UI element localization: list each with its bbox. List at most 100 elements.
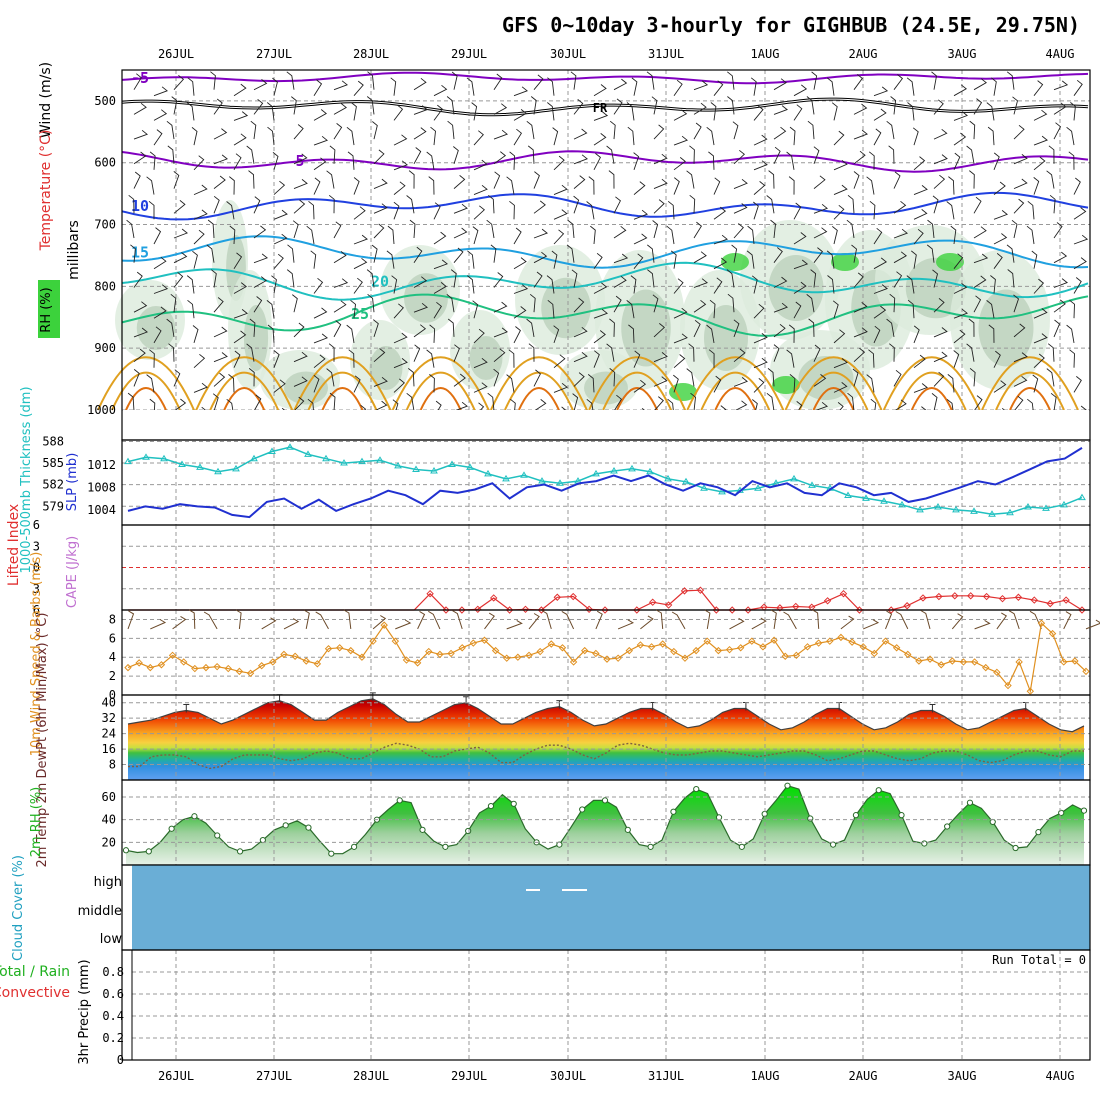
wind-barb [667,200,675,220]
wind-barb [367,293,375,313]
wind-barb [789,374,796,393]
wind-barb [886,120,895,140]
wind-barb [873,284,889,294]
wind-barb [1033,177,1040,195]
wind-barb [249,318,256,337]
wind-barb [192,250,198,269]
wind-barb [193,184,208,196]
wind-barb [993,233,1008,245]
warm-arc-0-1 [111,371,181,411]
warm-arc-5-1 [602,371,673,411]
wind-barb [426,349,435,368]
wind-barb [153,306,167,319]
lifted-index-point [776,604,784,612]
wind-barb [513,227,522,245]
lifted-index-point [489,594,498,602]
thickness-point [664,474,672,482]
wind-barb [788,324,795,343]
rh-point [807,815,814,822]
temp-tick-16: 16 [102,742,116,756]
wind-barb [293,376,308,387]
wind-barb [893,200,907,214]
wind-speed-point [514,653,522,661]
surface-wind-barb [729,617,745,630]
wind-barb [350,299,356,319]
temp-max-marker [183,703,190,713]
wind-barb [430,126,436,146]
pressure-tick-600: 600 [94,156,116,170]
wind-barb [533,171,540,189]
wind-barb [847,392,855,412]
wind-barb [947,374,955,393]
rh-point [305,824,312,831]
wind-barb [833,204,845,220]
wind-speed-point [525,651,533,660]
wind-barb [1047,343,1055,362]
wind-barb [333,300,347,313]
wind-barb [1033,308,1048,319]
wind-barb [473,159,488,171]
wind-barb [573,351,588,363]
surface-wind-barb [617,619,635,630]
wind-speed-point [369,637,377,645]
wind-barb [973,98,983,115]
wind-barb [673,374,679,393]
wind-barb [732,121,739,140]
wind-barb [253,296,263,313]
wind-barb [833,382,848,393]
ylabel-cape: CAPE (J/kg) [65,536,80,608]
wind-barb [329,392,336,412]
temp-max-marker [929,703,936,713]
wind-barb [933,351,948,363]
wind-barb [533,228,549,239]
lifted-index-point [903,602,911,610]
wind-barb [633,152,640,170]
wind-barb [1013,352,1028,363]
wind-barb [832,226,838,245]
wind-barb [1073,79,1083,96]
wind-barb [292,294,298,313]
rh-point [829,841,837,848]
wind-barb [573,154,588,165]
lifted-index-point [728,606,736,614]
surface-wind-barb [150,619,167,630]
wind-barb [673,79,683,96]
wind-barb [893,369,902,387]
wind-barb [493,301,508,313]
temp-line [127,698,1085,733]
wind-barb [1011,219,1018,239]
wind-barb [228,374,235,393]
wind-barb [429,324,436,343]
wind-barb [453,373,466,387]
wind-barb [413,276,428,288]
wind-barb [731,244,738,263]
wind-barb [673,177,680,195]
wind-barb [1033,333,1048,344]
wind-barb [613,78,628,91]
wind-barb [750,77,757,96]
wind-speed-point [1004,681,1012,690]
wind-barb [487,392,495,412]
wind-barb [253,253,269,264]
wind-barb [528,343,535,362]
bottom-date-27jul: 27JUL [256,1069,292,1083]
wind-barb [233,330,247,344]
temp-tick-40: 40 [102,696,116,710]
wind-barb [472,300,479,319]
surface-wind-barb [996,612,1008,630]
wind-barb [868,151,875,170]
wind-barb [193,229,205,245]
wind-speed-point [892,644,901,652]
wind-barb [328,194,335,214]
wind-barb [628,324,635,343]
wind-barb [948,176,955,195]
thickness-point [610,467,618,474]
bottom-date-30jul: 30JUL [550,1069,586,1083]
thickness-point [1060,500,1068,508]
wind-barb [148,200,155,220]
wind-barb [513,109,527,121]
wind-barb [813,401,829,412]
rh-tick-60: 60 [102,790,116,804]
wind-barb [753,105,764,121]
